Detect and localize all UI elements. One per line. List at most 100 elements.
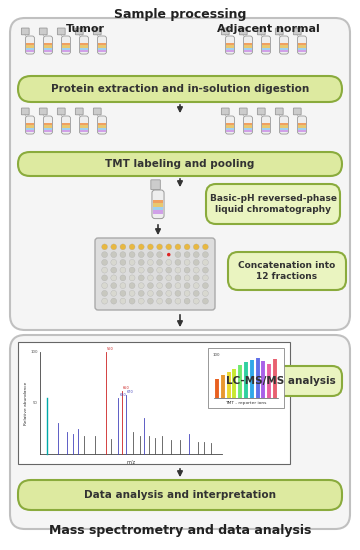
Circle shape xyxy=(202,260,208,265)
Circle shape xyxy=(148,283,153,289)
Circle shape xyxy=(202,252,208,257)
Bar xyxy=(226,45,234,47)
Bar xyxy=(45,123,51,125)
Circle shape xyxy=(129,267,135,273)
Circle shape xyxy=(129,283,135,289)
FancyBboxPatch shape xyxy=(57,28,65,35)
Circle shape xyxy=(102,244,108,250)
Circle shape xyxy=(157,252,162,257)
Circle shape xyxy=(148,260,153,265)
Bar xyxy=(153,204,163,207)
Circle shape xyxy=(166,267,172,273)
FancyBboxPatch shape xyxy=(39,28,47,35)
Circle shape xyxy=(157,283,162,289)
Bar xyxy=(298,125,306,128)
FancyBboxPatch shape xyxy=(275,108,283,115)
FancyBboxPatch shape xyxy=(208,348,284,408)
FancyBboxPatch shape xyxy=(98,116,107,134)
Bar xyxy=(63,130,69,132)
Circle shape xyxy=(148,244,153,250)
Bar xyxy=(27,123,33,125)
Text: Mass spectrometry and data analysis: Mass spectrometry and data analysis xyxy=(49,524,311,537)
Bar xyxy=(63,47,69,50)
Circle shape xyxy=(184,275,190,281)
Circle shape xyxy=(111,290,117,296)
FancyBboxPatch shape xyxy=(21,28,29,35)
Circle shape xyxy=(138,244,144,250)
Bar xyxy=(63,43,69,45)
Bar xyxy=(226,123,234,125)
Circle shape xyxy=(202,244,208,250)
Bar xyxy=(63,128,69,130)
FancyBboxPatch shape xyxy=(239,108,247,115)
Bar xyxy=(298,130,306,132)
Bar xyxy=(27,45,33,47)
Bar xyxy=(226,50,234,52)
Bar xyxy=(262,47,270,50)
Bar xyxy=(27,128,33,130)
FancyBboxPatch shape xyxy=(93,108,101,115)
Circle shape xyxy=(111,267,117,273)
Bar xyxy=(280,43,288,45)
Bar xyxy=(27,47,33,50)
Circle shape xyxy=(111,252,117,257)
Circle shape xyxy=(184,283,190,289)
Circle shape xyxy=(166,283,172,289)
Bar xyxy=(27,130,33,132)
Bar xyxy=(280,50,288,52)
Text: 100: 100 xyxy=(31,350,38,354)
Text: 50: 50 xyxy=(33,401,38,405)
FancyBboxPatch shape xyxy=(62,36,71,54)
Bar xyxy=(226,130,234,132)
Bar xyxy=(244,128,252,130)
Bar xyxy=(63,45,69,47)
Bar xyxy=(226,128,234,130)
Bar xyxy=(226,43,234,45)
Circle shape xyxy=(157,290,162,296)
Bar xyxy=(226,47,234,50)
Bar xyxy=(226,125,234,128)
Text: Tumor: Tumor xyxy=(66,24,104,34)
Circle shape xyxy=(166,298,172,304)
Bar xyxy=(99,123,105,125)
Bar xyxy=(45,125,51,128)
FancyBboxPatch shape xyxy=(10,335,350,529)
Circle shape xyxy=(175,252,181,257)
FancyBboxPatch shape xyxy=(39,108,47,115)
Circle shape xyxy=(138,252,144,257)
Circle shape xyxy=(202,298,208,304)
Circle shape xyxy=(148,267,153,273)
Circle shape xyxy=(120,298,126,304)
Circle shape xyxy=(175,244,181,250)
FancyBboxPatch shape xyxy=(75,108,83,115)
Circle shape xyxy=(175,298,181,304)
Circle shape xyxy=(102,267,108,273)
Circle shape xyxy=(120,244,126,250)
Circle shape xyxy=(184,298,190,304)
FancyBboxPatch shape xyxy=(18,480,342,510)
Circle shape xyxy=(193,298,199,304)
Bar xyxy=(280,125,288,128)
Bar xyxy=(298,47,306,50)
Bar xyxy=(153,207,163,210)
Bar xyxy=(262,45,270,47)
Circle shape xyxy=(193,275,199,281)
Circle shape xyxy=(129,290,135,296)
Circle shape xyxy=(175,283,181,289)
Text: 650: 650 xyxy=(123,386,130,390)
Circle shape xyxy=(102,298,108,304)
Bar xyxy=(298,45,306,47)
FancyBboxPatch shape xyxy=(225,116,234,134)
FancyBboxPatch shape xyxy=(293,108,301,115)
Circle shape xyxy=(129,298,135,304)
Circle shape xyxy=(129,275,135,281)
Circle shape xyxy=(138,283,144,289)
Bar xyxy=(81,45,87,47)
Bar xyxy=(45,50,51,52)
Bar xyxy=(99,45,105,47)
FancyBboxPatch shape xyxy=(221,28,229,35)
Circle shape xyxy=(175,275,181,281)
Circle shape xyxy=(184,244,190,250)
Circle shape xyxy=(138,260,144,265)
Circle shape xyxy=(193,267,199,273)
